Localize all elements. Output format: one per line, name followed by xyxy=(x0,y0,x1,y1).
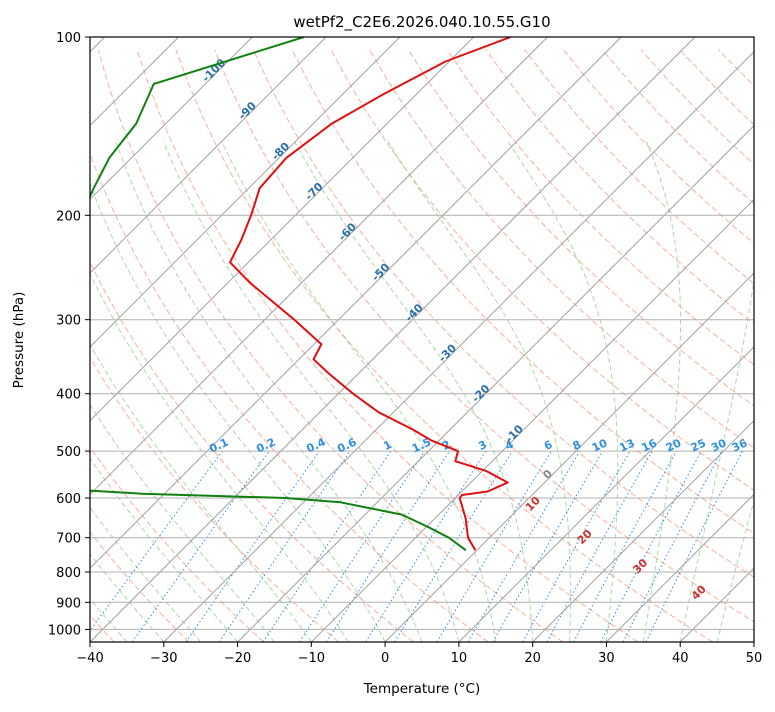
x-tick-label: 50 xyxy=(746,651,763,666)
y-tick-label: 200 xyxy=(56,209,81,224)
x-axis-label: Temperature (°C) xyxy=(363,681,481,697)
y-axis-label: Pressure (hPa) xyxy=(11,292,27,389)
chart-title: wetPf2_C2E6.2026.040.10.55.G10 xyxy=(293,13,550,32)
y-tick-label: 100 xyxy=(56,31,81,46)
y-tick-label: 1000 xyxy=(48,623,81,638)
y-tick-label: 400 xyxy=(56,388,81,403)
x-tick-label: 20 xyxy=(524,651,541,666)
x-tick-label: 30 xyxy=(598,651,615,666)
y-tick-label: 700 xyxy=(56,532,81,547)
y-tick-label: 600 xyxy=(56,492,81,507)
y-tick-label: 500 xyxy=(56,445,81,460)
x-tick-label: 0 xyxy=(381,651,389,666)
x-tick-label: −20 xyxy=(224,651,251,666)
y-tick-label: 800 xyxy=(56,566,81,581)
x-tick-label: −40 xyxy=(76,651,103,666)
x-tick-label: 40 xyxy=(672,651,689,666)
y-tick-label: 900 xyxy=(56,596,81,611)
x-tick-label: −10 xyxy=(298,651,325,666)
y-tick-label: 300 xyxy=(56,314,81,329)
x-tick-label: 10 xyxy=(451,651,468,666)
x-tick-label: −30 xyxy=(150,651,177,666)
